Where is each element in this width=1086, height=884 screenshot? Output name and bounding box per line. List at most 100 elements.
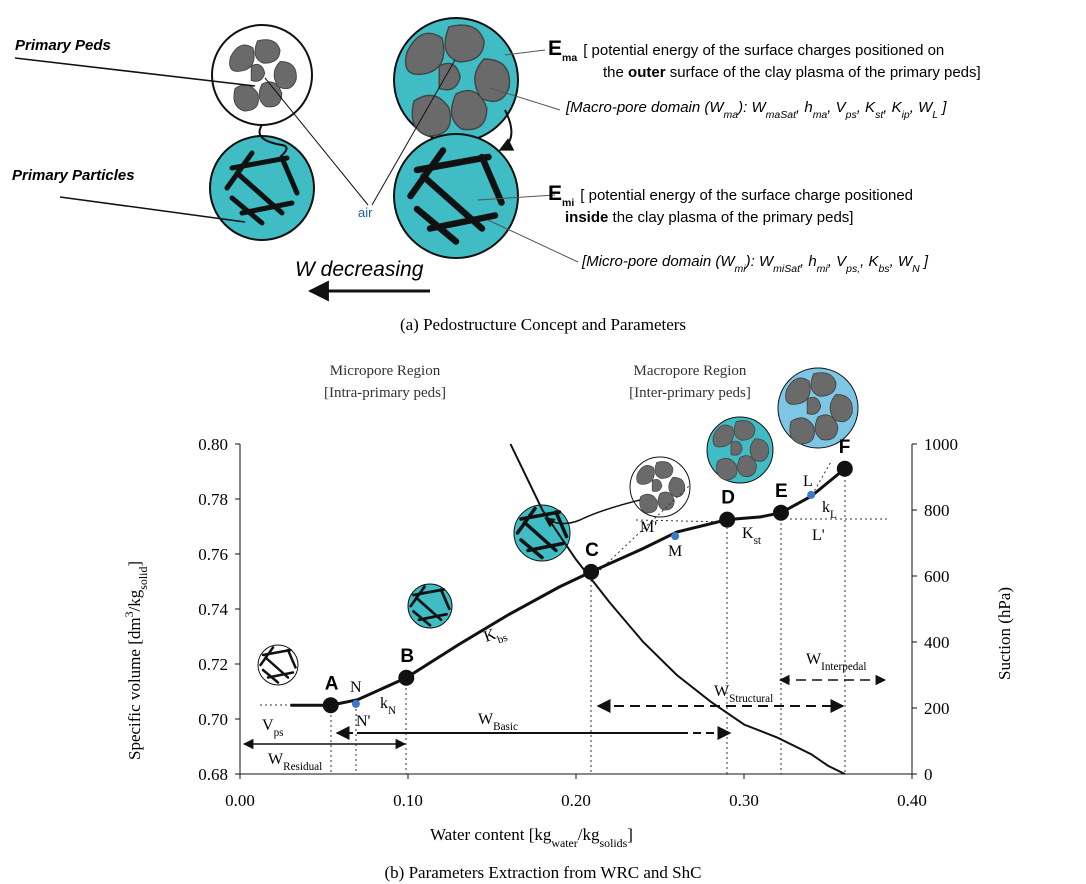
text-part: Specific volume [dm	[125, 617, 144, 760]
text-part: ma	[813, 109, 828, 121]
text-part: mi	[735, 263, 747, 275]
region-label: [Intra-primary peds]	[324, 385, 446, 401]
y2-tick-label: 0	[924, 765, 933, 784]
text-part: ]	[125, 561, 144, 567]
text-part: E	[548, 37, 562, 60]
text-part: , V	[827, 99, 847, 116]
text-part: , K	[857, 99, 876, 116]
text-part: Residual	[283, 761, 322, 773]
annotation: WResidual	[268, 751, 322, 773]
y2-axis-label: Suction (hPa)	[995, 587, 1014, 680]
energy-text: Emi [ potential energy of the surface cha…	[548, 182, 913, 209]
text-part: the clay plasma of the primary peds]	[608, 209, 853, 226]
key-point-label: C	[585, 540, 599, 561]
text-part: , K	[883, 99, 902, 116]
key-point	[719, 512, 735, 528]
figure: Primary Peds Primary Particles air W decrea…	[0, 0, 1086, 884]
text-part: /kg	[578, 825, 600, 844]
text-part: ip	[902, 109, 910, 121]
caption: (b) Parameters Extraction from WRC and S…	[385, 863, 702, 882]
text-part: ma	[724, 109, 739, 121]
text-part: miSat	[773, 263, 801, 275]
text-part: W	[478, 711, 494, 728]
text-part: ): W	[736, 99, 767, 116]
text-part: W	[714, 683, 730, 700]
y-tick-label: 0.70	[198, 710, 228, 729]
energy-text: inside the clay plasma of the primary pe…	[565, 209, 853, 226]
text-part: Basic	[493, 721, 518, 733]
annotation: kN	[380, 695, 396, 717]
text-part: solid	[136, 567, 150, 590]
inflection-point	[352, 700, 360, 708]
text-part: ]	[938, 99, 947, 116]
text-part: Water content [kg	[430, 825, 552, 844]
text-part: [ potential energy of the surface charge…	[580, 187, 913, 204]
annotation: N'	[356, 713, 371, 730]
text-part: , h	[796, 99, 813, 116]
label: Primary Peds	[15, 37, 111, 54]
energy-text: Ema[ potential energy of the surface cha…	[548, 37, 944, 64]
annotation: M'	[640, 519, 657, 536]
text-part: , V	[828, 253, 848, 270]
label: W decreasing	[295, 258, 424, 281]
y-tick-label: 0.80	[198, 435, 228, 454]
text-part: k	[822, 499, 830, 516]
inflection-point	[807, 491, 815, 499]
region-label: Micropore Region	[330, 363, 441, 379]
text-part: ps,	[845, 263, 860, 275]
text-part: , h	[800, 253, 817, 270]
key-point	[398, 670, 414, 686]
label: air	[358, 205, 373, 220]
text-part: Structural	[729, 693, 773, 705]
x-tick-label: 0.40	[897, 791, 927, 810]
text-part: inside	[565, 209, 608, 226]
annotation: Kst	[742, 525, 762, 547]
text-part: L	[830, 509, 837, 521]
inflection-point	[671, 532, 679, 540]
text-part: maSat	[766, 109, 797, 121]
domain-text: [Micro-pore domain (Wmi): WmiSat, hmi, V…	[581, 253, 929, 275]
text-part: , W	[910, 99, 934, 116]
label: Primary Particles	[12, 167, 135, 184]
text-part: ): W	[744, 253, 775, 270]
text-part: k	[380, 695, 388, 712]
text-part: surface of the clay plasma of the primar…	[666, 64, 981, 81]
text-part: , K	[860, 253, 879, 270]
text-part: st	[754, 535, 762, 547]
energy-text: the outer surface of the clay plasma of …	[603, 64, 981, 81]
text-part: ps	[274, 727, 284, 739]
y-axis-label: Specific volume [dm3/kgsolid]	[122, 561, 150, 760]
text-part: ma	[562, 52, 577, 64]
key-point-label: D	[721, 488, 735, 509]
y2-tick-label: 200	[924, 699, 950, 718]
y2-tick-label: 1000	[924, 435, 958, 454]
y-tick-label: 0.68	[198, 765, 228, 784]
annotation: L	[803, 473, 813, 490]
region-label: Macropore Region	[634, 363, 747, 379]
key-point	[583, 564, 599, 580]
text-part: Interpedal	[821, 661, 866, 673]
key-point	[323, 697, 339, 713]
key-point-label: A	[325, 673, 339, 694]
text-part: bs	[496, 632, 509, 647]
text-part: W	[268, 751, 284, 768]
text-part: V	[262, 717, 274, 734]
domain-text: [Macro-pore domain (Wma): WmaSat, hma, V…	[565, 99, 947, 121]
y2-tick-label: 400	[924, 633, 950, 652]
annotation: Vps	[262, 717, 284, 739]
text-part: water	[551, 836, 577, 850]
x-tick-label: 0.20	[561, 791, 591, 810]
text-part: [Macro-pore domain (W	[565, 99, 725, 116]
text-part: E	[548, 182, 562, 205]
text-part: N	[388, 705, 396, 717]
text-part: , W	[890, 253, 914, 270]
y2-tick-label: 600	[924, 567, 950, 586]
annotation: WInterpedal	[806, 651, 866, 673]
key-point-label: F	[839, 437, 851, 458]
y-tick-label: 0.74	[198, 600, 228, 619]
x-axis-label: Water content [kgwater/kgsolids]	[430, 825, 633, 850]
y2-tick-label: 800	[924, 501, 950, 520]
text-part: K	[742, 525, 754, 542]
chart-drawing	[244, 368, 890, 774]
text-part: mi	[562, 197, 574, 209]
